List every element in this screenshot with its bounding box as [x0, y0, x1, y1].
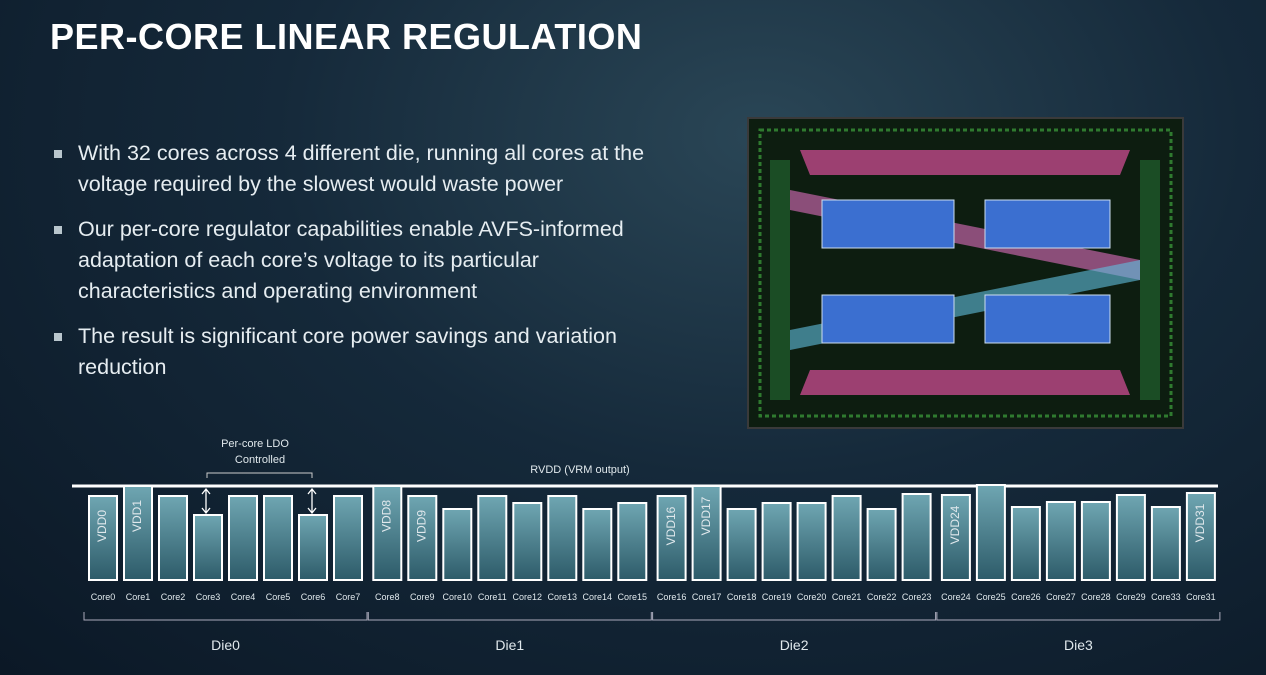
core-label: Core28: [1081, 592, 1111, 602]
die-bracket: [367, 612, 652, 621]
core-bar: [796, 502, 827, 581]
core-label: Core8: [375, 592, 400, 602]
core-label: Core11: [478, 592, 507, 602]
ldo-bracket: [206, 472, 313, 478]
core-bar: [442, 508, 473, 581]
die-shot: [747, 117, 1184, 429]
core-bar: [866, 508, 897, 581]
core-label: Core7: [336, 592, 361, 602]
core-bar: [512, 502, 543, 581]
core-label: Core2: [161, 592, 186, 602]
die-label: Die1: [495, 637, 524, 653]
core-bar: [726, 508, 757, 581]
core-label: Core4: [231, 592, 256, 602]
rail-label: VDD1: [130, 500, 144, 532]
core-label: Core9: [410, 592, 435, 602]
rail-label: VDD9: [414, 510, 428, 542]
core-label: Core21: [832, 592, 862, 602]
core-bar: [831, 495, 862, 581]
rail-label: VDD16: [664, 506, 678, 545]
core-label: Core1: [126, 592, 151, 602]
core-label: Core12: [513, 592, 543, 602]
ldo-arrow: [201, 487, 211, 515]
core-label: Core14: [583, 592, 613, 602]
core-bar: [193, 514, 223, 581]
core-label: Core22: [867, 592, 897, 602]
core-bar: [547, 495, 578, 581]
core-bar: [88, 495, 118, 581]
core-bar: [1045, 501, 1076, 581]
core-label: Core26: [1011, 592, 1041, 602]
core-label: Core13: [548, 592, 578, 602]
core-bar: [477, 495, 508, 581]
bullet: With 32 cores across 4 different die, ru…: [50, 138, 650, 200]
core-label: Core5: [266, 592, 291, 602]
core-label: Core23: [902, 592, 932, 602]
core-bar: [975, 484, 1006, 581]
ldo-arrow: [307, 487, 317, 515]
core-bar: [582, 508, 613, 581]
core-bar: [1080, 501, 1111, 581]
die-bracket: [936, 612, 1221, 621]
core-bar: [333, 495, 363, 581]
core-label: Core33: [1151, 592, 1181, 602]
core-label: Core20: [797, 592, 827, 602]
core-label: Core3: [196, 592, 221, 602]
core-label: Core27: [1046, 592, 1076, 602]
die-label: Die0: [211, 637, 240, 653]
rail-label: VDD24: [948, 505, 962, 544]
die-bracket: [652, 612, 937, 621]
core-label: Core24: [941, 592, 971, 602]
core-label: Core15: [618, 592, 648, 602]
core-label: Core25: [976, 592, 1006, 602]
core-bar: [940, 494, 971, 581]
core-bar: [761, 502, 792, 581]
die-label: Die3: [1064, 637, 1093, 653]
core-bar: [407, 495, 438, 581]
core-label: Core6: [301, 592, 326, 602]
core-bar: [617, 502, 648, 581]
core-bar: [263, 495, 293, 581]
core-label: Core16: [657, 592, 687, 602]
core-label: Core0: [91, 592, 116, 602]
core-label: Core31: [1186, 592, 1216, 602]
core-label: Core19: [762, 592, 792, 602]
core-label: Core18: [727, 592, 757, 602]
rail-label: RVDD (VRM output): [530, 464, 629, 476]
core-bar: [228, 495, 258, 581]
die-bracket: [83, 612, 368, 621]
bullet: The result is significant core power sav…: [50, 321, 650, 383]
core-label: Core17: [692, 592, 722, 602]
core-bar: [1115, 494, 1146, 581]
rail-label: VDD31: [1193, 503, 1207, 542]
core-bar: [1010, 506, 1041, 581]
core-bar: [123, 485, 153, 581]
ldo-label: Controlled: [235, 454, 285, 466]
core-bar: [1185, 492, 1216, 581]
rail-label: VDD17: [699, 496, 713, 535]
rail-label: VDD8: [379, 500, 393, 532]
core-bar: [691, 485, 722, 581]
core-bar: [901, 493, 932, 581]
rail-label: VDD0: [95, 510, 109, 542]
die-label: Die2: [780, 637, 809, 653]
core-label: Core10: [443, 592, 473, 602]
core-bar: [158, 495, 188, 581]
slide-title: PER-CORE LINEAR REGULATION: [50, 16, 643, 57]
core-label: Core29: [1116, 592, 1146, 602]
core-bar: [372, 485, 403, 581]
core-bar: [298, 514, 328, 581]
core-bar: [1150, 506, 1181, 581]
ldo-label: Per-core LDO: [221, 438, 289, 450]
bullet-list: With 32 cores across 4 different die, ru…: [50, 138, 650, 397]
core-bar: [656, 495, 687, 581]
bullet: Our per-core regulator capabilities enab…: [50, 214, 650, 307]
